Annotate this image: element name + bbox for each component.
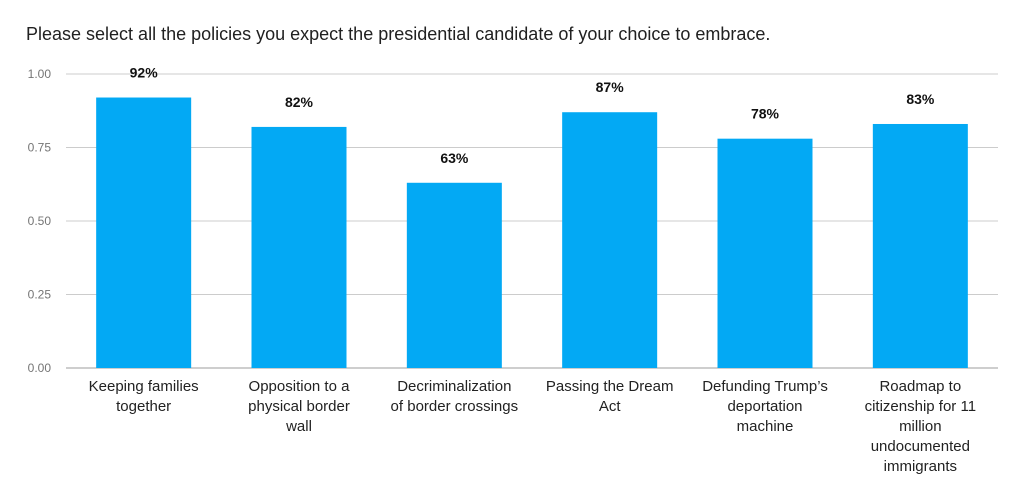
x-tick-label-line: together: [116, 398, 171, 415]
y-tick-label: 1.00: [28, 67, 52, 81]
x-tick-label-line: immigrants: [884, 458, 957, 475]
data-label: 63%: [440, 150, 469, 166]
x-tick-label-line: Roadmap to: [879, 378, 961, 395]
x-tick-label: Passing the Dream Act: [546, 378, 674, 415]
bar: [717, 138, 813, 368]
x-tick-label-line: Keeping families: [89, 378, 199, 395]
x-tick-label-line: machine: [737, 418, 794, 435]
bar: [872, 123, 968, 368]
x-tick-label: Opposition to a physical border wall: [248, 378, 350, 435]
data-label: 78%: [751, 106, 780, 122]
y-tick-label: 0.25: [28, 288, 52, 302]
chart-title: Please select all the policies you expec…: [26, 24, 771, 44]
x-tick-label-line: Decriminalization: [397, 378, 511, 395]
bar: [562, 112, 658, 368]
x-tick-label-line: of border crossings: [391, 398, 519, 415]
data-label: 87%: [596, 79, 625, 95]
y-tick-label: 0.75: [28, 141, 52, 155]
data-label: 82%: [285, 94, 314, 110]
x-tick-label: Decriminalization of border crossings: [391, 378, 519, 415]
x-tick-label-line: Defunding Trump’s: [702, 378, 828, 395]
x-tick-label-line: wall: [285, 418, 312, 435]
x-tick-label: Defunding Trump’s deportation machine: [702, 378, 828, 435]
data-label: 83%: [906, 91, 935, 107]
x-tick-label-line: million: [899, 418, 942, 435]
bar: [406, 182, 502, 368]
x-tick-label-line: physical border: [248, 398, 350, 415]
x-tick-label-line: undocumented: [871, 438, 970, 455]
bar: [96, 97, 192, 369]
y-tick-label: 0.00: [28, 361, 52, 375]
x-tick-label: Keeping families together: [89, 378, 199, 415]
x-tick-label-line: Opposition to a: [249, 378, 351, 395]
y-tick-label: 0.50: [28, 214, 52, 228]
x-tick-label: Roadmap to citizenship for 11 million undoc…: [865, 378, 976, 475]
x-tick-label-line: Act: [599, 398, 622, 415]
bar: [251, 126, 347, 368]
x-tick-label-line: Passing the Dream: [546, 378, 674, 395]
x-tick-label-line: citizenship for 11: [865, 398, 976, 415]
x-tick-label-line: deportation: [727, 398, 802, 415]
data-label: 92%: [130, 65, 159, 81]
